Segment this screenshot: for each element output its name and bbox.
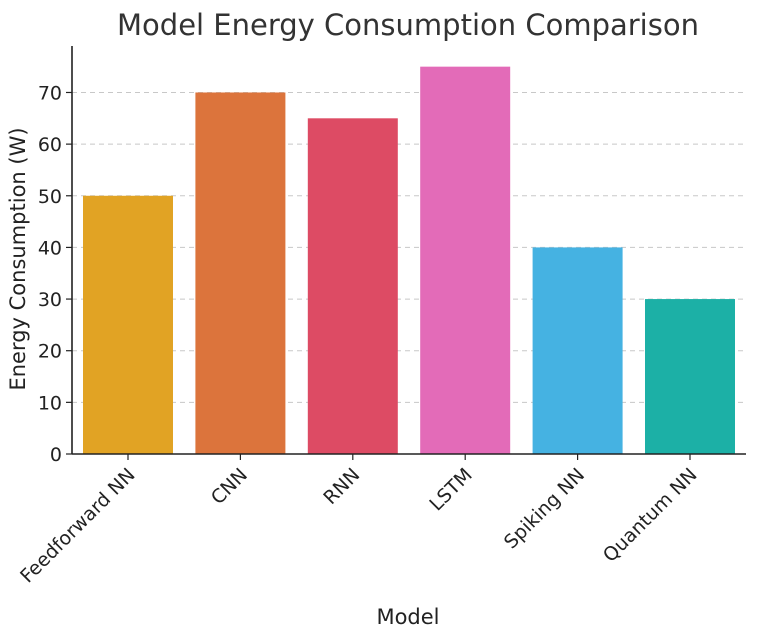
axes (71, 46, 746, 455)
bar-feedforward-nn (83, 195, 173, 454)
y-tick-label-0: 0 (50, 444, 62, 466)
grid-lines (72, 91, 746, 403)
bar-spiking-nn (532, 247, 623, 454)
x-tick-label-cnn: CNN (207, 464, 252, 509)
x-tick-label-quantum-nn: Quantum NN (599, 464, 702, 567)
x-ticks: Feedforward NN CNN RNN LSTM Spiking NN Quantu… (16, 454, 702, 587)
y-tick-label-40: 40 (38, 237, 62, 259)
y-tick-label-10: 10 (38, 392, 62, 414)
y-ticks: 0 10 20 30 40 50 60 70 (38, 82, 72, 466)
y-axis-label: Energy Consumption (W) (6, 127, 30, 390)
bars (83, 66, 735, 454)
y-tick-label-70: 70 (38, 82, 62, 104)
y-tick-label-50: 50 (38, 186, 62, 208)
bar-quantum-nn (645, 299, 735, 454)
bar-rnn (307, 118, 398, 454)
bar-lstm (420, 66, 511, 454)
bar-cnn (195, 92, 286, 454)
y-tick-label-30: 30 (38, 289, 62, 311)
chart-title: Model Energy Consumption Comparison (117, 8, 699, 42)
y-tick-label-60: 60 (38, 134, 62, 156)
x-tick-label-feedforward-nn: Feedforward NN (16, 464, 139, 587)
x-tick-label-rnn: RNN (319, 464, 364, 509)
y-tick-label-20: 20 (38, 341, 62, 363)
x-tick-label-lstm: LSTM (425, 464, 476, 515)
x-tick-label-spiking-nn: Spiking NN (500, 464, 589, 553)
x-axis-label: Model (376, 605, 439, 629)
